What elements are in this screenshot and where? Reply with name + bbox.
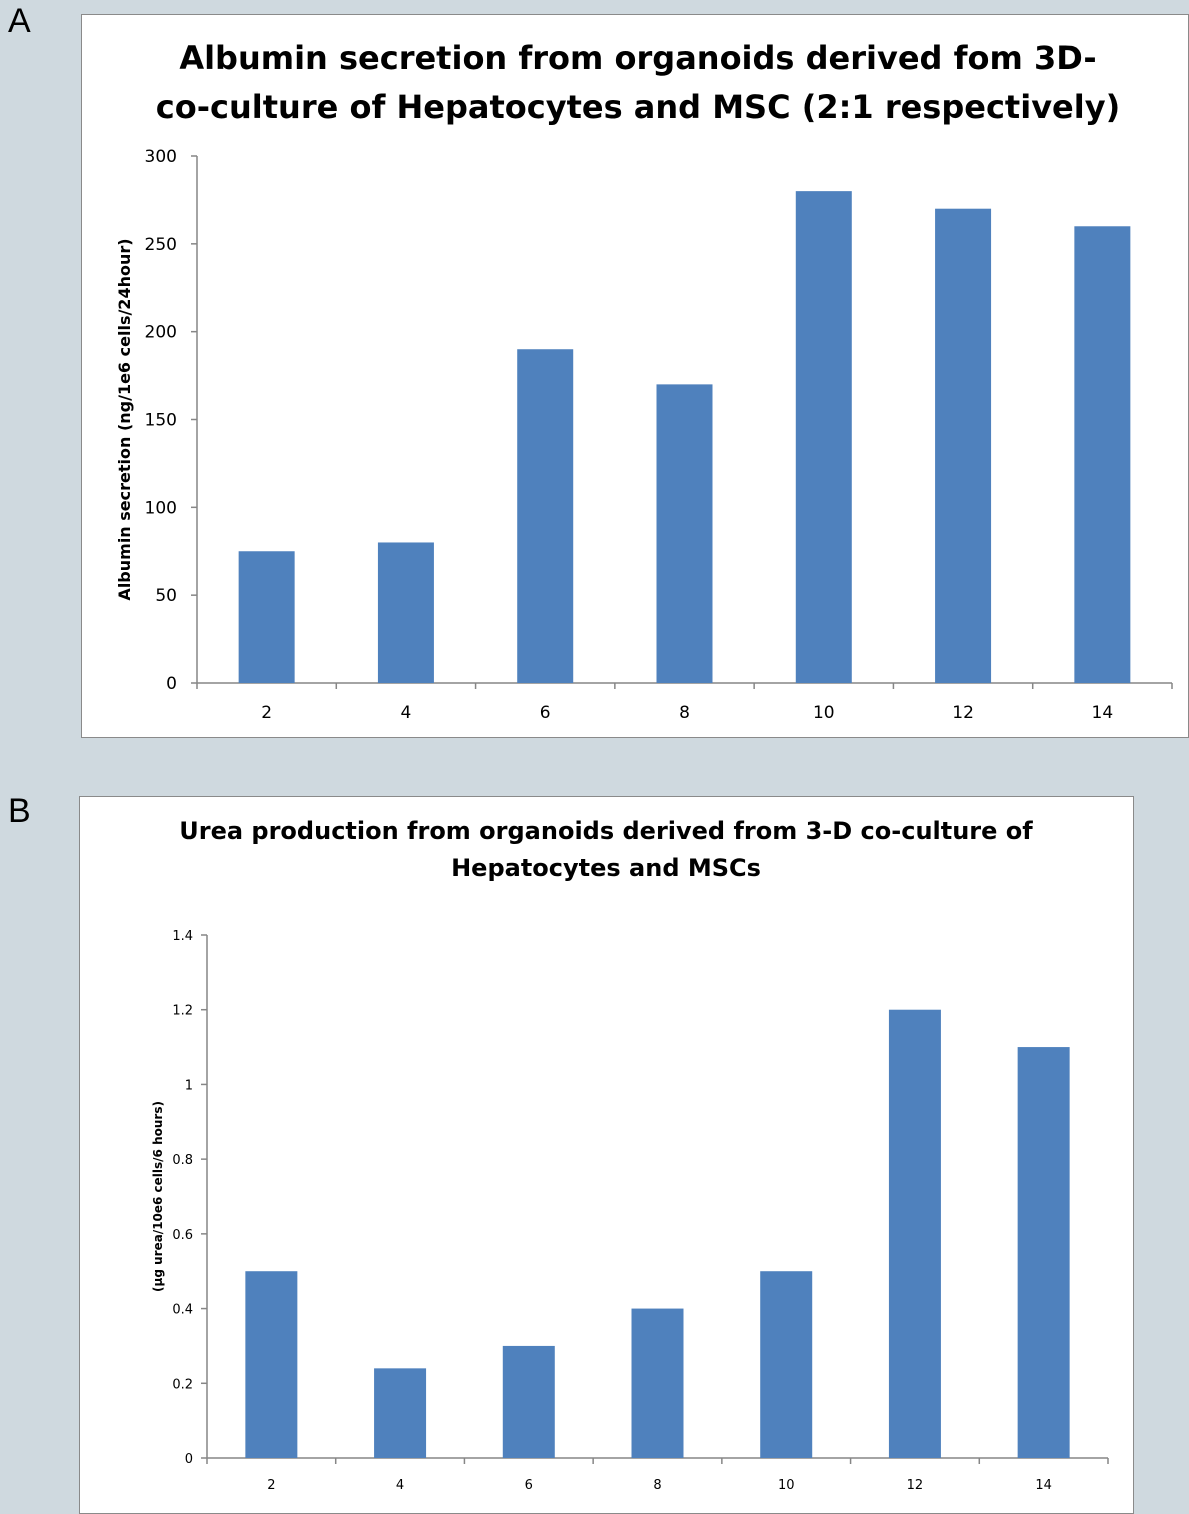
bar-14 [1017, 1047, 1070, 1458]
x-tick-label: 8 [679, 703, 690, 723]
y-tick-label: 300 [145, 147, 177, 167]
x-tick-label: 10 [778, 1478, 795, 1493]
y-tick-label: 0.2 [172, 1377, 193, 1392]
y-tick-label: 0 [166, 674, 177, 694]
x-tick-label: 2 [267, 1478, 275, 1493]
y-axis-label: (µg urea/10e6 cells/6 hours) [151, 1101, 165, 1292]
bar-10 [760, 1271, 813, 1458]
chart-a-panel: Albumin secretion from organoids derived… [81, 14, 1189, 738]
y-tick-label: 50 [155, 586, 177, 606]
y-tick-label: 0 [185, 1452, 193, 1467]
bar-4 [374, 1368, 427, 1458]
x-tick-label: 4 [396, 1478, 404, 1493]
bar-10 [795, 191, 852, 683]
bar-2 [245, 1271, 298, 1458]
bar-12 [935, 208, 992, 683]
y-tick-label: 1 [185, 1078, 193, 1093]
x-tick-label: 2 [261, 703, 272, 723]
y-tick-label: 0.4 [172, 1303, 193, 1318]
chart-title-line: Albumin secretion from organoids derived… [179, 39, 1096, 77]
bar-12 [888, 1009, 941, 1458]
y-tick-label: 150 [145, 411, 177, 431]
chart-b: Urea production from organoids derived f… [151, 817, 1109, 1493]
x-tick-label: 14 [1092, 703, 1114, 723]
y-tick-label: 0.6 [172, 1228, 193, 1243]
panel-b-letter: B [8, 792, 31, 830]
bar-2 [238, 551, 295, 683]
y-tick-label: 1.2 [172, 1004, 193, 1019]
y-tick-label: 1.4 [172, 929, 193, 944]
y-tick-label: 100 [145, 498, 177, 518]
x-tick-label: 12 [907, 1478, 924, 1493]
y-tick-label: 200 [145, 323, 177, 343]
panel-a-letter: A [8, 2, 31, 40]
y-tick-label: 250 [145, 235, 177, 255]
chart-b-panel: Urea production from organoids derived f… [79, 796, 1134, 1514]
x-tick-label: 12 [952, 703, 974, 723]
bar-8 [631, 1308, 684, 1458]
bar-4 [377, 542, 434, 683]
bar-8 [656, 384, 713, 683]
x-tick-label: 4 [401, 703, 412, 723]
chart-title-line: co-culture of Hepatocytes and MSC (2:1 r… [156, 88, 1120, 126]
chart-a: Albumin secretion from organoids derived… [115, 39, 1173, 723]
x-tick-label: 10 [813, 703, 835, 723]
chart-title-line: Urea production from organoids derived f… [179, 817, 1033, 845]
chart-title-line: Hepatocytes and MSCs [451, 854, 761, 882]
x-tick-label: 8 [653, 1478, 661, 1493]
bar-14 [1074, 226, 1131, 683]
bar-6 [517, 349, 574, 683]
x-tick-label: 14 [1035, 1478, 1052, 1493]
x-tick-label: 6 [540, 703, 551, 723]
y-axis-label: Albumin secretion (ng/1e6 cells/24hour) [115, 238, 134, 600]
bar-6 [502, 1345, 555, 1458]
y-tick-label: 0.8 [172, 1153, 193, 1168]
x-tick-label: 6 [525, 1478, 533, 1493]
